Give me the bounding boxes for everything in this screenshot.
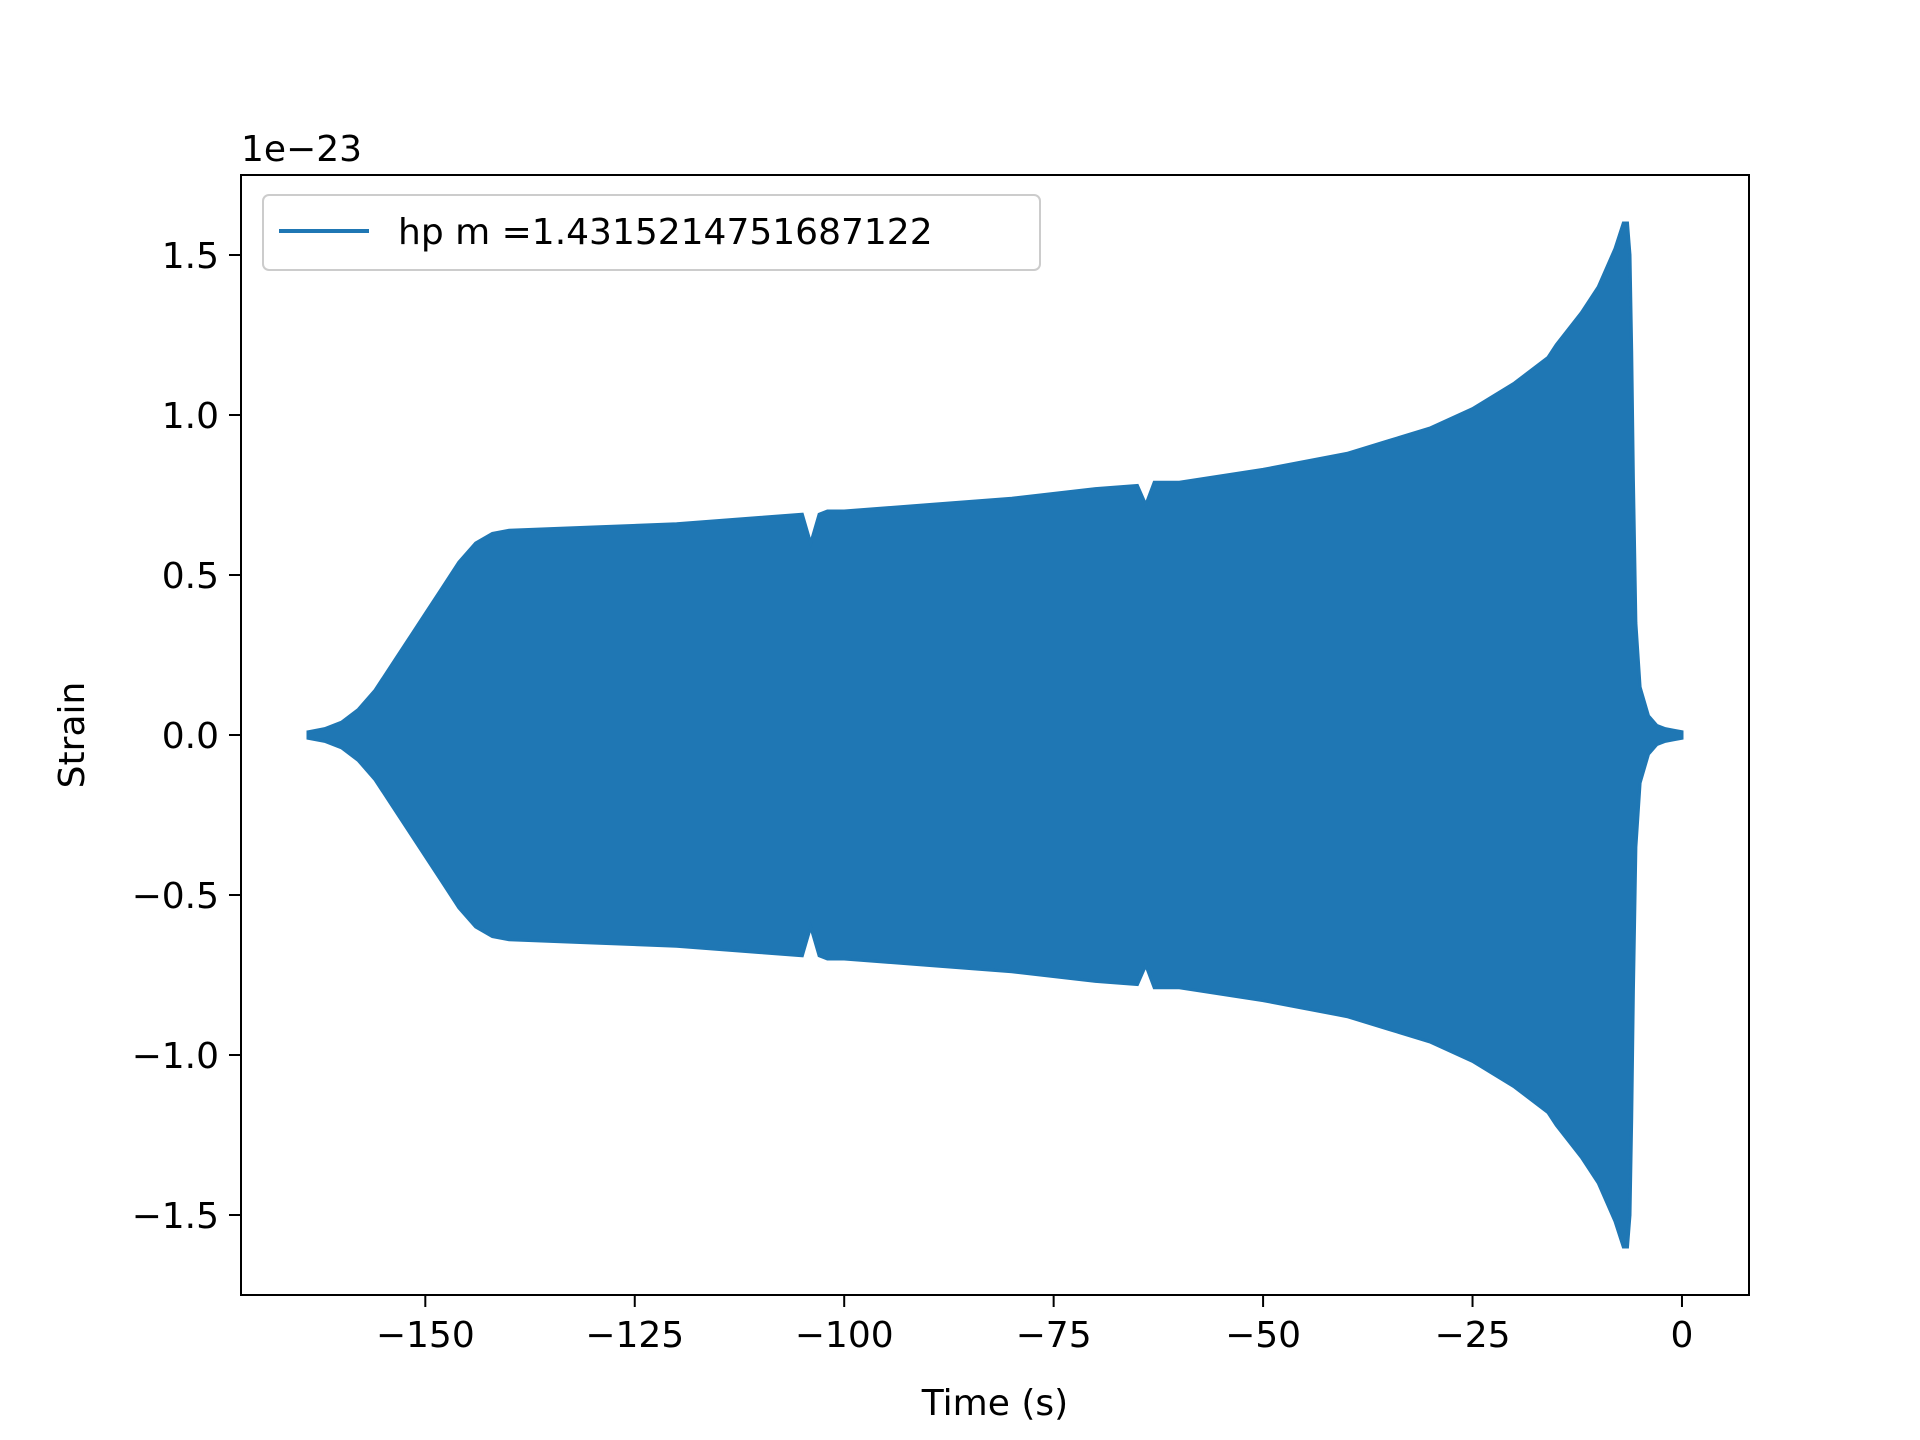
y-tick-label: −1.5 [132,1196,219,1237]
x-tick-label: −75 [1016,1315,1092,1356]
y-tick-label: −0.5 [132,876,219,917]
y-tick-label: −1.0 [132,1036,219,1077]
y-tick-label: 1.5 [162,236,219,277]
y-axis-label: Strain [52,682,93,789]
plot-area [306,221,1684,1249]
x-tick-label: −100 [795,1315,894,1356]
series-hp-waveform [306,221,1684,1249]
x-axis: −150 −125 −100 −75 −50 −25 0 [376,1295,1694,1356]
x-tick-label: 0 [1671,1315,1694,1356]
legend-entry-label: hp m =1.4315214751687122 [398,212,933,253]
y-tick-label: 1.0 [162,396,219,437]
legend: hp m =1.4315214751687122 [262,194,1041,271]
y-tick-label: 0.5 [162,556,219,597]
x-tick-label: −25 [1435,1315,1511,1356]
y-tick-label: 0.0 [162,716,219,757]
x-tick-label: −50 [1225,1315,1301,1356]
legend-box [262,194,1041,271]
x-axis-label: Time (s) [921,1383,1068,1424]
y-axis: −1.5 −1.0 −0.5 0.0 0.5 1.0 1.5 [132,236,241,1237]
y-scale-label: 1e−23 [241,129,362,170]
x-tick-label: −150 [376,1315,475,1356]
x-tick-label: −125 [585,1315,684,1356]
